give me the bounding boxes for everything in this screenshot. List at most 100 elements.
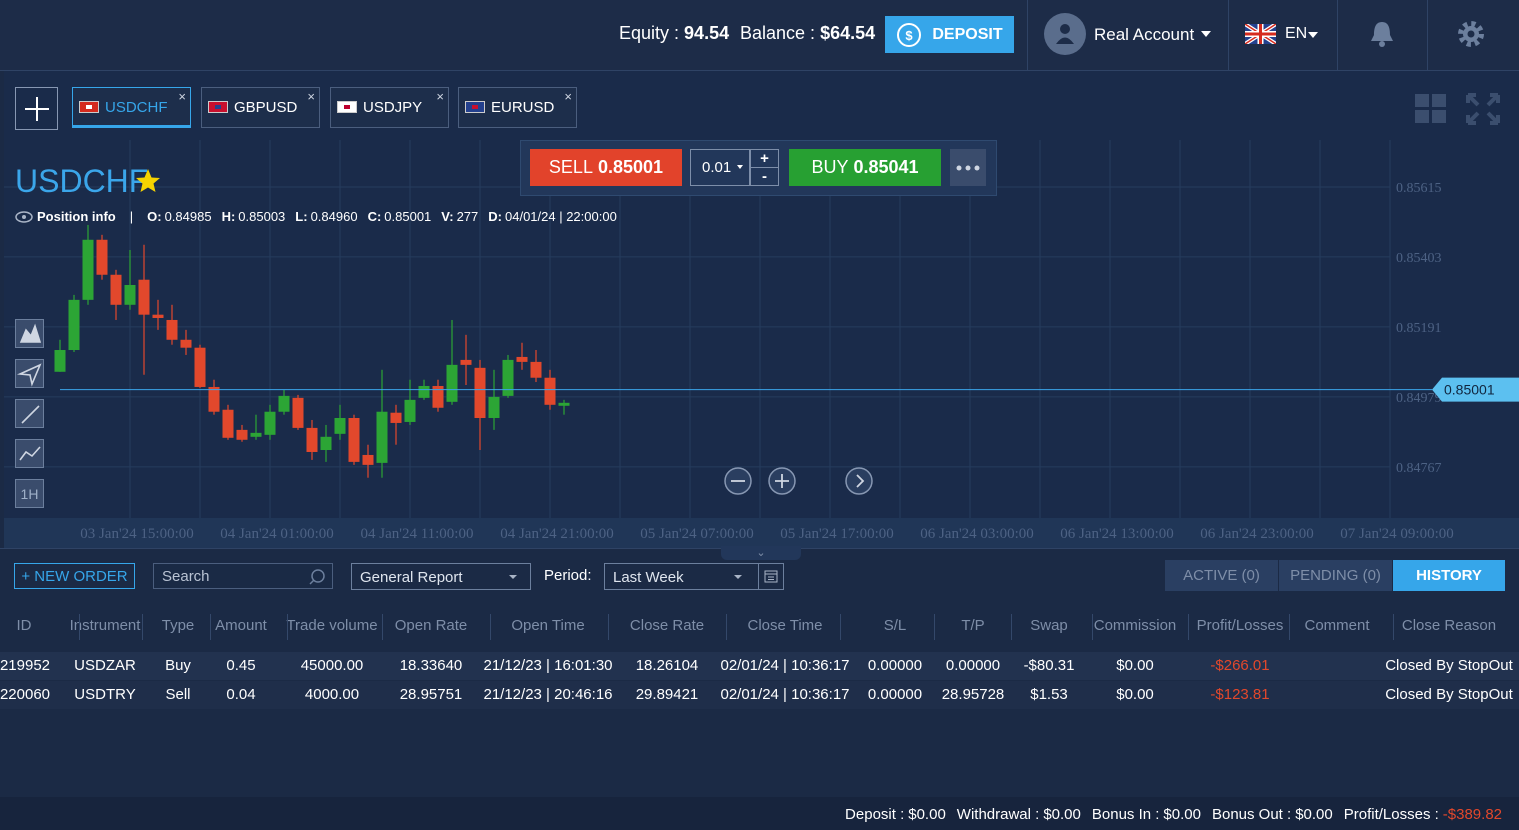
- layout-icon[interactable]: [1414, 93, 1448, 125]
- tab-close[interactable]: ×: [564, 89, 572, 104]
- account-caret[interactable]: [1201, 31, 1211, 37]
- tab-close[interactable]: ×: [307, 89, 315, 104]
- candle-body: [320, 436, 332, 451]
- bell-icon[interactable]: [1369, 20, 1395, 48]
- panel-tab[interactable]: HISTORY: [1393, 560, 1505, 591]
- plus-icon: [24, 96, 49, 121]
- buy-button[interactable]: BUY 0.85041: [789, 149, 941, 186]
- symbol-tab[interactable]: USDJPY ×: [330, 87, 449, 128]
- report-value: General Report: [360, 569, 463, 586]
- timeframe-button[interactable]: 1H: [15, 479, 44, 508]
- column-header[interactable]: Amount: [215, 617, 267, 634]
- panel-tab[interactable]: PENDING (0): [1279, 560, 1392, 591]
- search-placeholder: Search: [162, 568, 210, 585]
- fullscreen-icon[interactable]: [1466, 93, 1500, 125]
- equity: Equity : 94.54: [619, 23, 729, 44]
- footer-item: Withdrawal : $0.00: [957, 806, 1081, 823]
- candle-body: [446, 364, 458, 402]
- avatar[interactable]: [1044, 13, 1086, 55]
- tool-icon-path: [16, 363, 42, 387]
- uk-flag[interactable]: [1245, 24, 1276, 44]
- tab-label: USDCHF: [105, 99, 168, 116]
- table-cell: $0.00: [1116, 686, 1154, 703]
- tab-close[interactable]: ×: [178, 89, 186, 104]
- candle-body: [362, 454, 374, 465]
- search-input[interactable]: Search: [153, 563, 333, 589]
- footer: [0, 797, 1519, 830]
- column-divider: [1393, 614, 1394, 640]
- collapse-handle[interactable]: ⌄: [721, 546, 801, 560]
- column-header[interactable]: Open Rate: [394, 617, 468, 634]
- lot-select[interactable]: 0.01: [690, 149, 750, 186]
- table-cell: 4000.00: [304, 686, 360, 703]
- eye-icon[interactable]: [15, 210, 33, 223]
- table-row[interactable]: [0, 681, 1519, 709]
- symbol-tab[interactable]: USDCHF ×: [72, 87, 191, 128]
- lot-minus[interactable]: -: [750, 167, 779, 186]
- column-header[interactable]: Close Reason: [1401, 617, 1497, 634]
- candle-body: [376, 411, 388, 463]
- table-cell: 28.95728: [941, 686, 1005, 703]
- more-button[interactable]: [950, 149, 986, 186]
- deposit-icon: $: [897, 22, 922, 47]
- column-header[interactable]: Swap: [1030, 617, 1068, 634]
- chart-tool-button[interactable]: [15, 439, 44, 468]
- candle-body: [96, 239, 108, 275]
- column-header[interactable]: Commission: [1093, 617, 1177, 634]
- deposit-button[interactable]: $ DEPOSIT: [885, 16, 1014, 53]
- chart-tool-button[interactable]: [15, 319, 44, 348]
- favorite-star[interactable]: [135, 168, 161, 194]
- top-bar: Equity : 94.54 Balance : $64.54 $ DEPOSI…: [0, 0, 1519, 71]
- column-header[interactable]: ID: [16, 617, 32, 634]
- column-header[interactable]: Trade volume: [286, 617, 378, 634]
- chart-tool-button[interactable]: [15, 399, 44, 428]
- column-header[interactable]: Type: [161, 617, 195, 634]
- table-row[interactable]: [0, 652, 1519, 680]
- report-select[interactable]: General Report: [351, 563, 531, 590]
- column-header[interactable]: Close Rate: [629, 617, 705, 634]
- info-label: L:: [295, 209, 308, 224]
- table-cell: -$266.01: [1210, 657, 1270, 674]
- footer-label: Profit/Losses :: [1343, 806, 1439, 823]
- tab-close[interactable]: ×: [436, 89, 444, 104]
- footer-item: Bonus Out : $0.00: [1212, 806, 1333, 823]
- settings-icon[interactable]: [1457, 20, 1485, 48]
- candle-body: [54, 350, 66, 372]
- tool-icon-path: [19, 323, 42, 343]
- column-header[interactable]: Comment: [1304, 617, 1370, 634]
- account-name[interactable]: Real Account: [1094, 25, 1195, 44]
- column-header[interactable]: Close Time: [747, 617, 823, 634]
- chart-tool-button[interactable]: [15, 359, 44, 388]
- column-divider: [1011, 614, 1012, 640]
- x-tick-label: 06 Jan'24 03:00:00: [920, 526, 1034, 542]
- new-order-button[interactable]: + NEW ORDER: [14, 563, 135, 589]
- panel-tab[interactable]: ACTIVE (0): [1165, 560, 1278, 591]
- calendar-icon[interactable]: [764, 570, 778, 583]
- column-header[interactable]: Profit/Losses: [1196, 617, 1284, 634]
- column-header[interactable]: T/P: [961, 617, 985, 634]
- sell-price: 0.85001: [597, 157, 664, 177]
- candle-body: [250, 432, 262, 437]
- language[interactable]: EN: [1285, 25, 1308, 42]
- info-value: 0.84985: [164, 209, 212, 224]
- column-header[interactable]: Instrument: [69, 617, 141, 634]
- zoom-button[interactable]: [845, 467, 873, 495]
- symbol-tab[interactable]: GBPUSD ×: [201, 87, 320, 128]
- language-caret[interactable]: [1308, 32, 1318, 38]
- period-select[interactable]: Last Week: [604, 563, 784, 590]
- sell-button[interactable]: SELL 0.85001: [530, 149, 682, 186]
- symbol-tab[interactable]: EURUSD ×: [458, 87, 577, 128]
- table-cell: 28.95751: [399, 686, 463, 703]
- column-header[interactable]: S/L: [883, 617, 907, 634]
- x-tick-label: 04 Jan'24 01:00:00: [220, 526, 334, 542]
- table-cell: Closed By StopOut: [1385, 686, 1513, 703]
- info-value: 277: [456, 209, 479, 224]
- zoom-button[interactable]: [724, 467, 752, 495]
- column-header[interactable]: Open Time: [511, 617, 585, 634]
- position-info[interactable]: Position info: [37, 209, 116, 224]
- lot-plus[interactable]: +: [750, 149, 779, 168]
- zoom-button[interactable]: [768, 467, 796, 495]
- add-tab-button[interactable]: [15, 87, 58, 130]
- zoom-symbol: [856, 474, 865, 488]
- separator: |: [129, 209, 134, 224]
